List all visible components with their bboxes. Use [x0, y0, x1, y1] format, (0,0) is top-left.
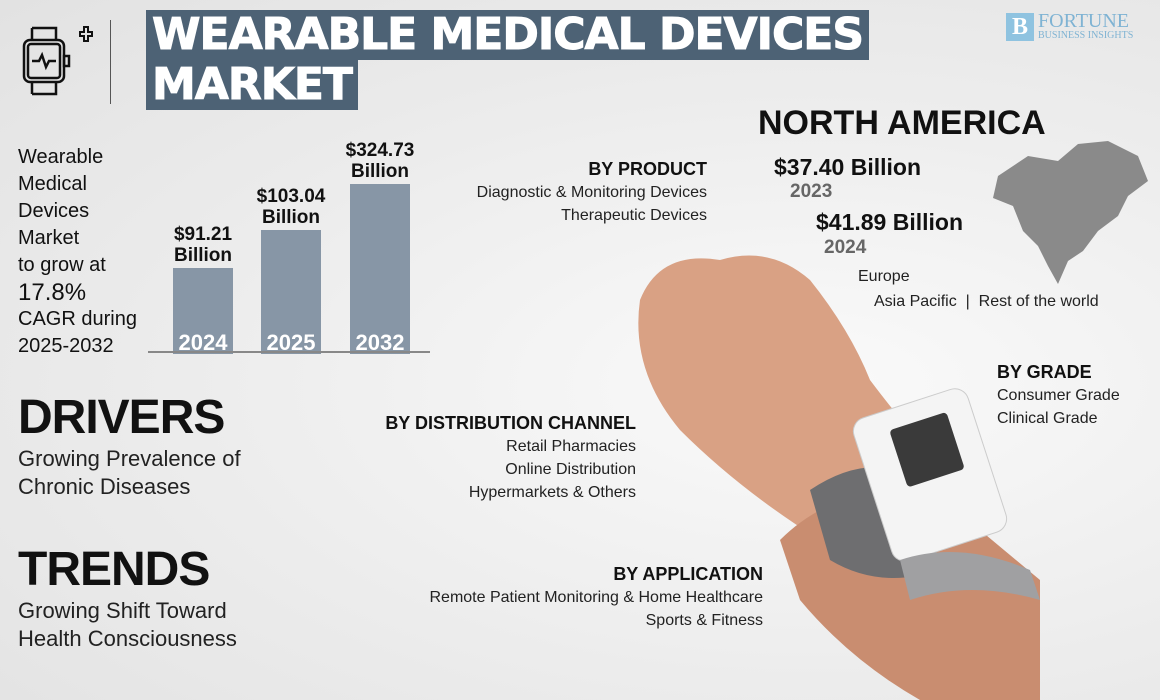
fortune-logo: B FORTUNE BUSINESS INSIGHTS — [1006, 10, 1134, 41]
year-2023: 2023 — [790, 181, 833, 202]
by-product-section: BY PRODUCT Diagnostic & Monitoring Devic… — [477, 158, 707, 227]
bar-value-line: $103.04 — [256, 186, 326, 207]
value-2023: $37.40 Billion — [774, 154, 922, 180]
bar-value-label: $91.21 Billion — [148, 224, 258, 266]
segment-item: Remote Patient Monitoring & Home Healthc… — [429, 589, 764, 606]
hand-with-bp-monitor-image — [638, 255, 1040, 700]
bar-2024: 2024 — [173, 268, 233, 355]
bar-2032: 2032 — [350, 184, 410, 355]
bar-value-line: Billion — [261, 207, 321, 228]
trend-text: Health Consciousness — [18, 626, 237, 651]
bar-value-line: Billion — [173, 245, 233, 266]
value-2024: $41.89 Billion — [816, 209, 964, 235]
bar-year-label: 2024 — [178, 330, 228, 355]
by-grade-section: BY GRADE Consumer Grade Clinical Grade — [997, 361, 1120, 430]
segment-heading: BY GRADE — [997, 362, 1092, 382]
by-distribution-section: BY DISTRIBUTION CHANNEL Retail Pharmacie… — [385, 412, 636, 504]
divider — [110, 20, 111, 104]
cagr-value: 17.8% — [18, 279, 87, 306]
segment-item: Therapeutic Devices — [561, 207, 707, 224]
region-heading: NORTH AMERICA — [758, 104, 1046, 142]
intro-line: Devices — [18, 200, 90, 222]
bar-value-line: $324.73 — [345, 140, 415, 161]
intro-line: to grow at — [18, 254, 106, 276]
segment-item: Hypermarkets & Others — [468, 484, 636, 501]
intro-line: Wearable — [18, 146, 104, 168]
chart-axis — [148, 351, 430, 353]
logo-name: FORTUNE — [1038, 10, 1130, 32]
by-application-section: BY APPLICATION Remote Patient Monitoring… — [430, 563, 764, 632]
bar-value-line: $91.21 — [173, 224, 233, 245]
market-size-bar-chart: 2024 $91.21 Billion 2025 $103.04 Billion 2032 $… — [148, 130, 430, 355]
bar-value-line: Billion — [350, 161, 410, 182]
north-america-map-icon — [993, 141, 1148, 284]
title-line-1: WEARABLE MEDICAL DEVICES — [146, 9, 870, 60]
bar-value-label: $103.04 Billion — [236, 186, 346, 228]
year-2024: 2024 — [824, 237, 867, 258]
logo-tagline: BUSINESS INSIGHTS — [1038, 30, 1134, 41]
segment-item: Sports & Fitness — [645, 612, 763, 629]
trend-text: Growing Shift Toward — [18, 598, 227, 623]
bar-year-label: 2032 — [355, 330, 405, 355]
driver-text: Chronic Diseases — [18, 474, 191, 499]
intro-line: 2025-2032 — [18, 335, 114, 357]
logo-mark: B — [1006, 12, 1034, 41]
smartwatch-plus-icon — [22, 26, 93, 96]
driver-text: Growing Prevalence of — [18, 446, 241, 471]
bar-year-label: 2025 — [266, 330, 316, 355]
trends-section: TRENDS Growing Shift Toward Health Consc… — [18, 542, 237, 653]
growth-summary: Wearable Medical Devices Market to grow … — [18, 144, 137, 360]
page-title: WEARABLE MEDICAL DEVICES MARKET — [146, 9, 870, 110]
bar-2025: 2025 — [261, 230, 321, 355]
segment-item: Consumer Grade — [997, 387, 1120, 404]
segment-item: Diagnostic & Monitoring Devices — [476, 184, 707, 201]
segment-heading: BY PRODUCT — [588, 159, 707, 179]
region-others: Asia Pacific | Rest of the world — [874, 293, 1099, 310]
segment-heading: BY DISTRIBUTION CHANNEL — [385, 413, 636, 433]
intro-line: CAGR during — [18, 308, 137, 330]
drivers-section: DRIVERS Growing Prevalence of Chronic Di… — [18, 390, 241, 501]
intro-line: Medical — [18, 173, 87, 195]
title-line-2: MARKET — [146, 59, 358, 110]
bar-value-label: $324.73 Billion — [325, 140, 435, 182]
trends-heading: TRENDS — [18, 543, 210, 596]
segment-item: Clinical Grade — [997, 410, 1098, 427]
segment-item: Retail Pharmacies — [506, 438, 636, 455]
drivers-heading: DRIVERS — [18, 391, 225, 444]
region-europe: Europe — [858, 268, 910, 285]
intro-line: Market — [18, 227, 80, 249]
segment-item: Online Distribution — [505, 461, 636, 478]
segment-heading: BY APPLICATION — [613, 564, 763, 584]
